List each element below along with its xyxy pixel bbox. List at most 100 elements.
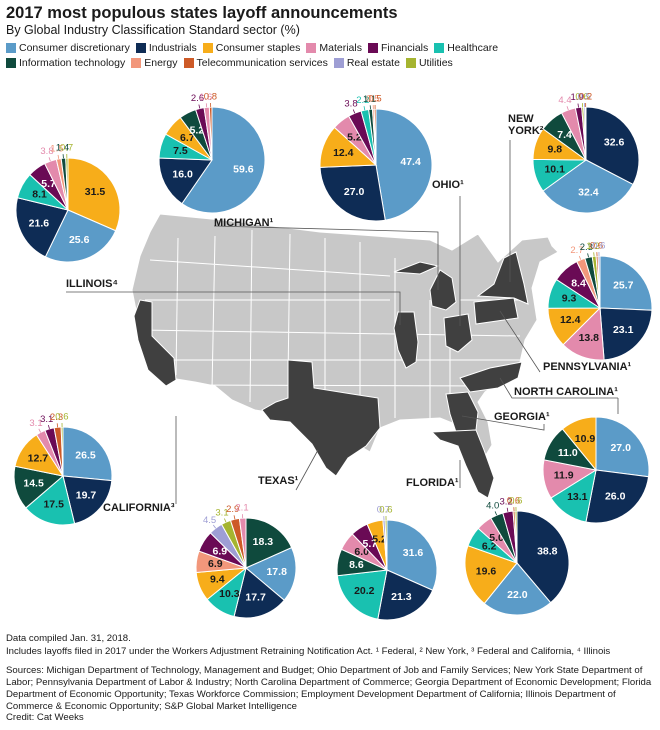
- data-label-california-financials: 3.1: [40, 414, 53, 425]
- pie-slice-north-carolina-consumer-discretionary: [595, 416, 650, 478]
- pie-new-york: 32.6 32.4 10.1 9.8 7.4 4.41.90.60.50.2: [532, 92, 640, 214]
- legend-label: Information technology: [19, 57, 126, 69]
- pie-slice-georgia-industrials: [516, 510, 570, 604]
- state-label-ohio: OHIO¹: [432, 179, 464, 191]
- data-label-north-carolina-consumer-staples: 10.9: [575, 433, 596, 445]
- pie-slice-florida-utilities: [384, 519, 388, 571]
- pie-slice-ohio-industrials: [319, 164, 386, 222]
- data-label-texas-consumer-discretionary: 17.8: [266, 566, 287, 578]
- data-label-tick: [38, 428, 41, 433]
- pie-slice-illinois-consumer-staples: [67, 157, 121, 232]
- data-label-tick: [363, 106, 366, 111]
- leader-line-michigan: [213, 225, 439, 290]
- data-label-florida-industrials: 21.3: [391, 591, 412, 603]
- data-label-florida-information-technology: 8.6: [349, 559, 364, 571]
- data-label-new-york-consumer-staples: 9.8: [547, 143, 562, 155]
- data-label-illinois-energy: 1.5: [50, 144, 63, 155]
- legend-swatch: [405, 58, 416, 68]
- legend-label: Energy: [144, 57, 178, 69]
- data-label-tick: [57, 154, 60, 159]
- florida-shape: [430, 429, 495, 499]
- legend-label: Utilities: [418, 57, 453, 69]
- ohio-shape: [443, 313, 473, 353]
- legend-swatch: [183, 58, 194, 68]
- data-label-pennsylvania-consumer-staples: 12.4: [560, 314, 581, 326]
- data-label-florida-financials: 5.7: [362, 538, 377, 550]
- pie-slice-new-york-telecommunication-services: [584, 106, 587, 161]
- data-label-north-carolina-materials: 11.9: [554, 470, 574, 482]
- data-label-ohio-financials: 3.8: [344, 98, 357, 109]
- new-york-shape: [476, 251, 529, 305]
- legend-label: Healthcare: [447, 42, 499, 54]
- legend-item-consumer-discretionary: Consumer discretionary: [6, 42, 130, 54]
- data-label-texas-materials: 2.1: [235, 503, 248, 514]
- data-label-north-carolina-information-technology: 11.0: [558, 447, 578, 459]
- data-label-tick: [566, 106, 569, 111]
- data-label-new-york-consumer-discretionary: 32.4: [578, 187, 599, 199]
- pie-slice-new-york-consumer-discretionary: [542, 159, 634, 214]
- state-label-texas: TEXAS¹: [258, 475, 299, 487]
- legend-label: Financials: [380, 42, 429, 54]
- data-label-north-carolina-consumer-discretionary: 27.0: [610, 442, 631, 454]
- data-label-florida-real-estate: 0.7: [377, 505, 390, 516]
- legend-swatch: [333, 58, 344, 68]
- data-label-tick: [506, 507, 509, 512]
- data-label-ohio-consumer-discretionary: 47.4: [400, 156, 421, 168]
- pie-slice-georgia-consumer-staples: [464, 545, 518, 605]
- data-label-tick: [494, 511, 498, 516]
- data-label-texas-telecommunication-services: 2.9: [226, 504, 239, 515]
- pie-texas: 18.3 17.8 17.7 10.3 9.4 6.96.9 4.53.12.92.1: [195, 503, 297, 619]
- data-label-pennsylvania-real-estate: 0.6: [592, 241, 605, 252]
- pie-slice-pennsylvania-real-estate: [597, 255, 601, 309]
- pennsylvania-shape: [473, 297, 519, 325]
- data-label-georgia-consumer-staples: 19.6: [476, 566, 497, 578]
- pie-slice-michigan-consumer-discretionary: [181, 106, 266, 214]
- state-label-california: CALIFORNIA³: [103, 502, 175, 514]
- data-label-ohio-materials: 5.2: [347, 132, 362, 144]
- data-label-michigan-materials: 1.6: [199, 92, 212, 103]
- pie-slice-texas-information-technology: [245, 517, 293, 569]
- legend-label: Real estate: [346, 57, 400, 69]
- data-label-florida-healthcare: 20.2: [354, 585, 375, 597]
- data-label-new-york-telecommunication-services: 0.2: [579, 92, 592, 103]
- data-label-new-york-information-technology: 7.4: [557, 129, 572, 141]
- data-label-illinois-consumer-discretionary: 25.6: [69, 234, 90, 246]
- leader-line-georgia: [461, 415, 545, 431]
- leader-line-pennsylvania: [499, 310, 541, 373]
- data-label-california-materials: 3.1: [29, 418, 42, 429]
- pie-slice-michigan-industrials: [158, 157, 213, 205]
- state-label-new-york-line2: YORK²: [508, 125, 544, 137]
- data-label-north-carolina-industrials: 26.0: [605, 490, 626, 502]
- data-label-tick: [233, 515, 236, 520]
- data-label-pennsylvania-materials: 13.8: [579, 332, 600, 344]
- pie-slice-georgia-utilities: [514, 510, 518, 564]
- data-label-pennsylvania-consumer-discretionary: 25.7: [613, 279, 634, 291]
- data-label-pennsylvania-telecommunication-services: 0.6: [590, 241, 603, 252]
- legend-row-1: Consumer discretionary Industrials Consu…: [6, 42, 656, 54]
- state-label-illinois: ILLINOIS⁴: [66, 278, 118, 290]
- pie-slice-ohio-consumer-discretionary: [375, 108, 433, 221]
- map-pie-chart: 59.616.07.56.75.22.61.60.847.427.012.45.…: [13, 92, 653, 621]
- legend-swatch: [306, 43, 317, 53]
- data-label-ohio-energy: 0.5: [366, 94, 379, 105]
- data-label-georgia-financials: 3.2: [499, 497, 512, 508]
- data-label-tick: [578, 255, 582, 260]
- data-label-california-telecommunication-services: 2.3: [50, 412, 63, 423]
- legend-item-industrials: Industrials: [135, 42, 197, 54]
- footer-sources: Sources: Michigan Department of Technolo…: [6, 665, 652, 712]
- texas-shape: [261, 359, 381, 477]
- data-label-illinois-healthcare: 8.1: [32, 189, 47, 201]
- north-carolina-shape: [459, 361, 523, 393]
- legend-label: Materials: [319, 42, 362, 54]
- legend-item-utilities: Utilities: [405, 57, 453, 69]
- state-label-florida: FLORIDA¹: [406, 477, 459, 489]
- data-label-pennsylvania-information-technology: 2.3: [580, 242, 593, 253]
- data-label-tick: [48, 157, 51, 162]
- pie-georgia: 38.822.019.66.25.04.0 3.20.60.6: [464, 496, 570, 616]
- pie-slice-illinois-consumer-discretionary: [44, 209, 117, 263]
- pie-slice-north-carolina-consumer-staples: [561, 416, 597, 472]
- data-label-pennsylvania-healthcare: 9.3: [562, 293, 577, 305]
- legend-label: Industrials: [148, 42, 197, 54]
- pie-ohio: 47.427.012.45.23.82.21.10.50.5: [319, 94, 433, 222]
